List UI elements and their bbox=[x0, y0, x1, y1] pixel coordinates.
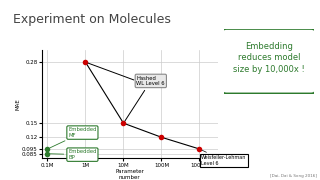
Text: [Dai, Dai & Song 2016]: [Dai, Dai & Song 2016] bbox=[270, 174, 317, 178]
Text: Embedded
BP: Embedded BP bbox=[50, 149, 97, 160]
X-axis label: Parameter
number: Parameter number bbox=[115, 169, 144, 180]
Text: Experiment on Molecules: Experiment on Molecules bbox=[13, 13, 171, 26]
Text: Hashed
WL Level 6: Hashed WL Level 6 bbox=[125, 76, 165, 121]
Y-axis label: MAE: MAE bbox=[15, 98, 20, 110]
Text: Embedded
MF: Embedded MF bbox=[50, 127, 97, 148]
FancyBboxPatch shape bbox=[222, 29, 316, 94]
Text: Embedding
reduces model
size by 10,000x !: Embedding reduces model size by 10,000x … bbox=[233, 42, 305, 74]
Text: Weisfeiler-Lehman
Level 6: Weisfeiler-Lehman Level 6 bbox=[201, 150, 246, 166]
